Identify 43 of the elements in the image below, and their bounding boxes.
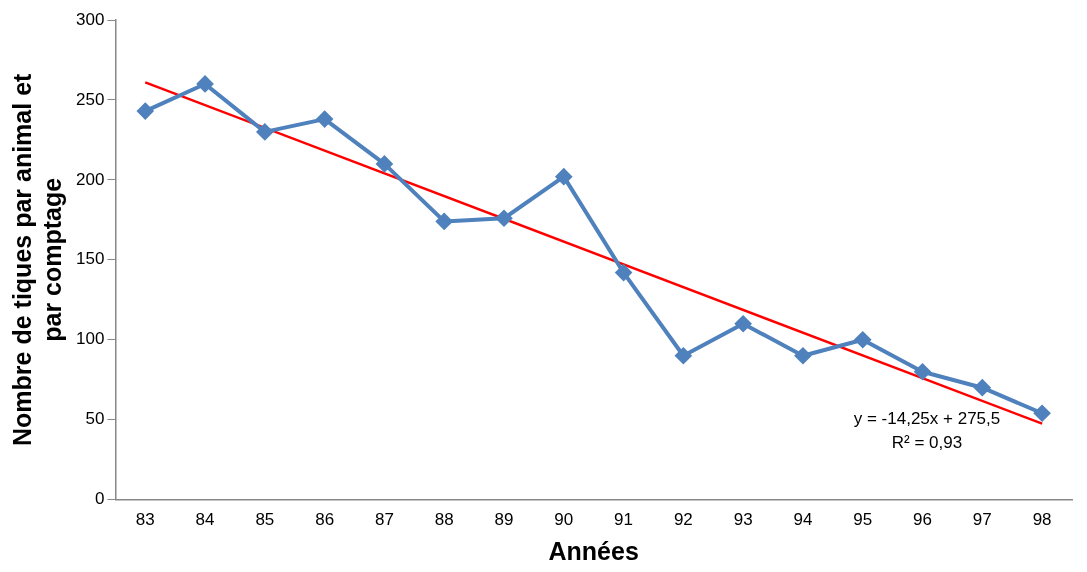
x-tick-label: 84: [195, 510, 215, 530]
annotation: R² = 0,93: [891, 433, 963, 453]
x-tick-label: 94: [793, 510, 813, 530]
point: [794, 347, 811, 364]
y-tick-label: 250: [75, 89, 105, 109]
x-tick-label: 85: [255, 510, 275, 530]
point: [256, 123, 273, 140]
x-tick-label: 83: [135, 510, 155, 530]
x-tick-label: 89: [494, 510, 514, 530]
x-tick-label: 97: [972, 510, 992, 530]
point: [914, 363, 931, 380]
point: [197, 75, 214, 92]
y-tick-label: 50: [85, 409, 105, 429]
point: [974, 379, 991, 396]
point: [675, 347, 692, 364]
x-tick-label: 98: [1032, 510, 1052, 530]
point: [1034, 405, 1051, 422]
point: [555, 168, 572, 185]
y-tick-label: 150: [75, 249, 105, 269]
x-tick-label: 91: [614, 510, 634, 530]
point: [735, 315, 752, 332]
y-tick-label: 200: [75, 169, 105, 189]
point: [436, 213, 453, 230]
point: [376, 155, 393, 172]
point: [137, 103, 154, 120]
x-tick-label: 87: [374, 510, 394, 530]
point: [316, 111, 333, 128]
point: [496, 210, 512, 227]
x-axis-title: Années: [548, 536, 639, 565]
y-tick-label: 300: [75, 9, 105, 29]
x-tick-label: 93: [733, 510, 753, 530]
x-tick-label: 90: [554, 510, 574, 530]
y-tick-label: 0: [94, 489, 105, 509]
x-tick-label: 95: [853, 510, 873, 530]
x-tick-label: 88: [434, 510, 454, 530]
point: [615, 264, 632, 281]
x-tick-label: 86: [315, 510, 335, 530]
y-axis-title: Nombre de tiques par animal et par comptage: [7, 72, 66, 446]
y-tick-label: 100: [75, 329, 105, 349]
x-tick-label: 96: [913, 510, 932, 530]
annotation: y = -14,25x + 275,5: [853, 409, 1001, 429]
point: [854, 331, 871, 348]
x-tick-label: 92: [673, 510, 693, 530]
